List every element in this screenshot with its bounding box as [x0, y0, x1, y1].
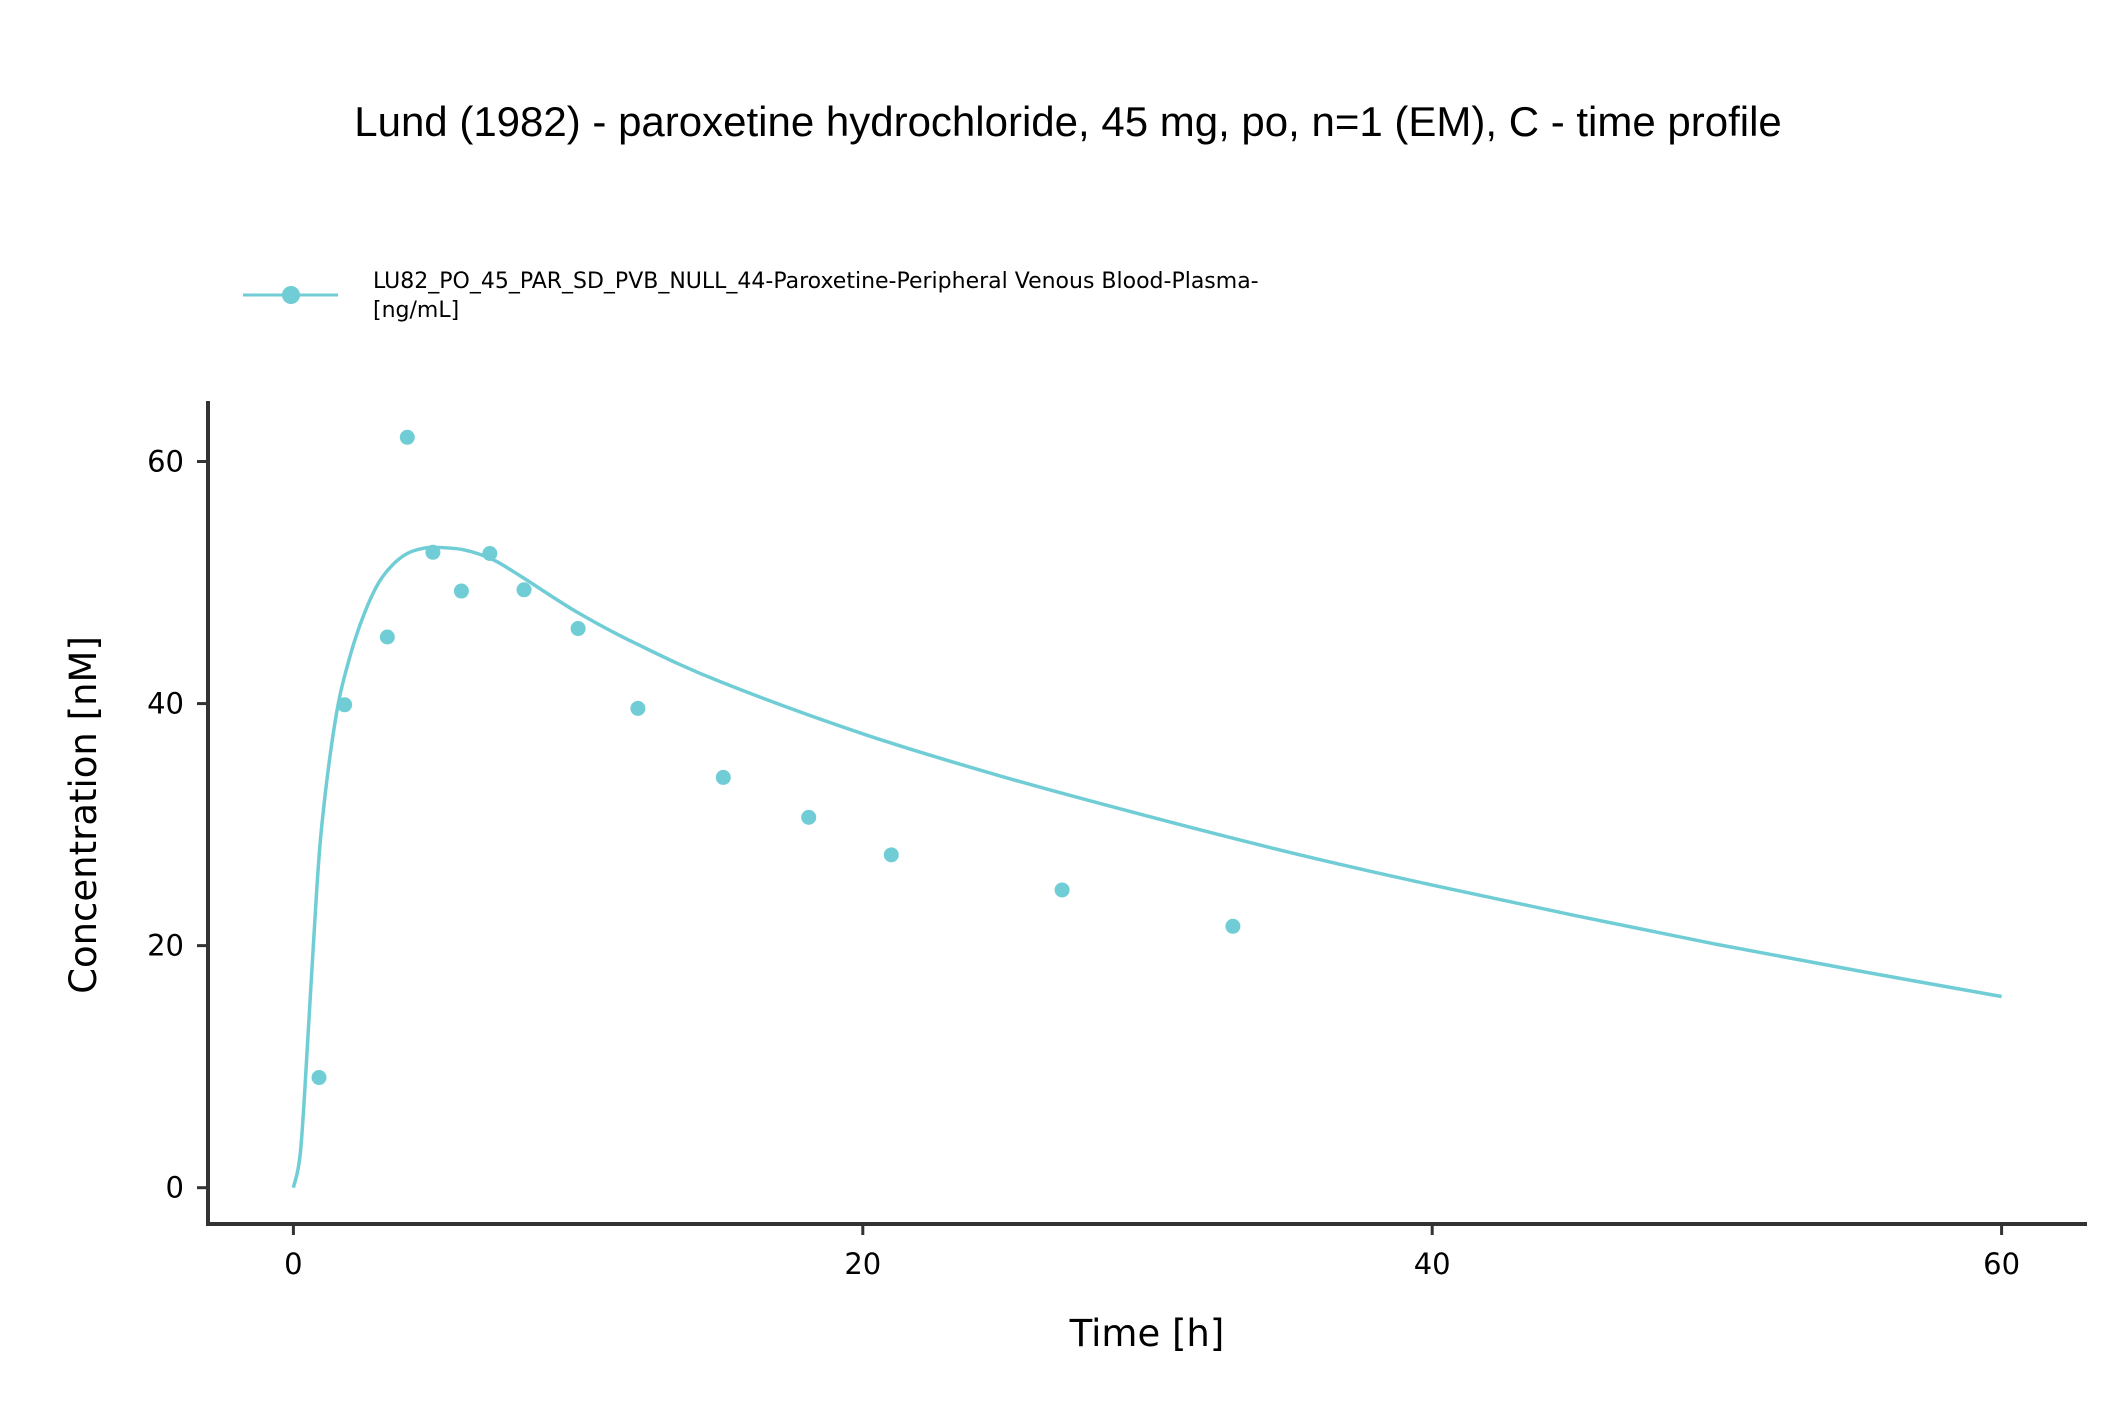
observed-data-point	[337, 697, 353, 713]
chart-title: Lund (1982) - paroxetine hydrochloride, …	[354, 98, 1782, 145]
observed-data-point	[399, 429, 415, 445]
axes: 0 20 40 60 0 20 40 60	[147, 401, 2087, 1281]
legend: LU82_PO_45_PAR_SD_PVB_NULL_44-Paroxetine…	[243, 269, 1259, 323]
x-tick-label: 0	[284, 1247, 302, 1281]
observed-data-point	[1054, 882, 1070, 898]
x-tick-label: 60	[1983, 1247, 2020, 1281]
observed-data-point	[482, 545, 498, 561]
y-axis-title: Concentration [nM]	[62, 636, 105, 994]
observed-data-point	[801, 809, 817, 825]
observed-data-point	[425, 544, 441, 560]
observed-data-point	[715, 769, 731, 785]
observed-data-point	[1225, 918, 1241, 934]
y-tick-label: 0	[166, 1171, 184, 1205]
plot-area	[291, 429, 2002, 1189]
legend-marker-swatch	[282, 286, 300, 304]
legend-label-line-2: [ng/mL]	[373, 298, 459, 323]
y-ticks: 0 20 40 60	[147, 445, 208, 1205]
observed-data-point	[379, 629, 395, 645]
observed-data-point	[453, 583, 469, 599]
x-tick-label: 40	[1414, 1247, 1451, 1281]
observed-data-point	[883, 847, 899, 863]
y-tick-label: 60	[147, 445, 184, 479]
y-tick-label: 40	[147, 687, 184, 721]
x-ticks: 0 20 40 60	[284, 1224, 2020, 1281]
simulated-concentration-line	[291, 545, 2002, 1189]
legend-label-line-1: LU82_PO_45_PAR_SD_PVB_NULL_44-Paroxetine…	[373, 269, 1259, 294]
observed-data-point	[516, 582, 532, 598]
x-tick-label: 20	[844, 1247, 881, 1281]
x-axis-title: Time [h]	[1069, 1312, 1225, 1355]
observed-data-point	[630, 700, 646, 716]
observed-data-point	[570, 621, 586, 637]
y-tick-label: 20	[147, 929, 184, 963]
observed-data-point	[311, 1070, 327, 1086]
